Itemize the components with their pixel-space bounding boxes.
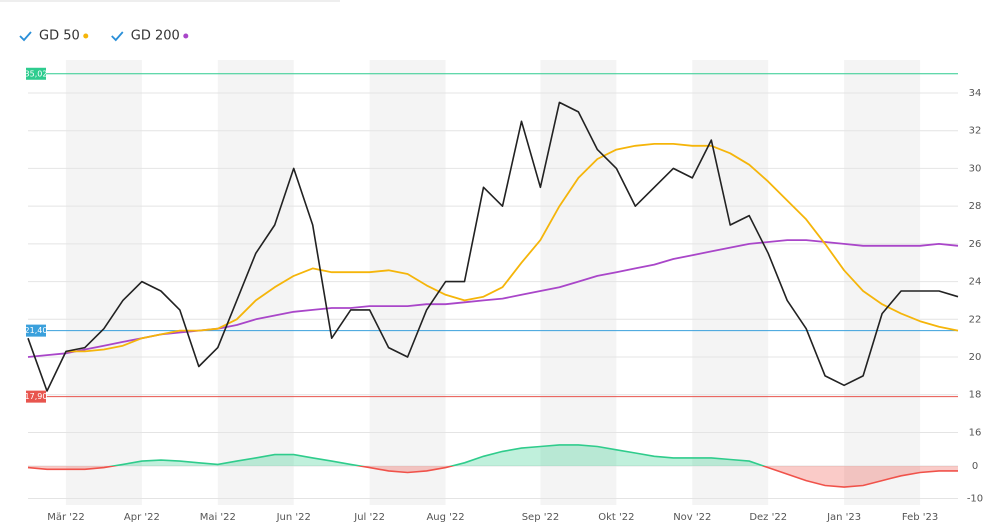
- legend-check: [19, 31, 32, 42]
- y-tick-label: 32: [969, 126, 982, 137]
- legend-dot: [183, 33, 189, 39]
- y-tick-label: 16: [969, 427, 982, 438]
- reference-label: 17,90: [25, 392, 48, 401]
- plot: Mär '22 Apr '22 Mai '22 Jun '22 Jul '22 Aug '…: [25, 67, 983, 523]
- x-tick-label: Mär '22: [47, 512, 85, 523]
- legend: GD 50 GD 200: [19, 29, 189, 44]
- month-band: [369, 60, 446, 505]
- x-tick-label: Jun '22: [276, 512, 311, 523]
- legend-label: GD 50: [39, 29, 80, 44]
- x-tick-label: Sep '22: [522, 512, 560, 523]
- x-tick-label: Apr '22: [124, 512, 160, 523]
- area-part: [28, 444, 958, 466]
- reference-label: 21,40: [25, 326, 48, 335]
- reference-label-box: [26, 67, 46, 80]
- y-tick-label: 30: [969, 163, 982, 174]
- month-bands: [65, 60, 921, 505]
- area-fill: [28, 444, 958, 466]
- y-tick-label: 20: [969, 352, 982, 363]
- y-tick-label: 34: [969, 88, 982, 99]
- x-tick-label: Aug '22: [426, 512, 464, 523]
- y-tick-label: -10: [967, 494, 983, 505]
- line-series: [66, 143, 959, 353]
- y-tick-label: 26: [969, 239, 982, 250]
- area-fill: [28, 466, 958, 488]
- reference-label: 35,02: [25, 69, 48, 78]
- x-tick-label: Okt '22: [598, 512, 634, 523]
- month-band: [692, 60, 769, 505]
- line-series: [27, 239, 959, 358]
- x-tick-label: Nov '22: [673, 512, 711, 523]
- x-tick-label: Feb '23: [902, 512, 938, 523]
- x-tick-label: Jan '23: [826, 512, 861, 523]
- month-band: [844, 60, 921, 505]
- y-tick-label: 18: [969, 390, 982, 401]
- y-tick-label: 22: [969, 314, 982, 325]
- month-band: [65, 60, 142, 505]
- legend-check: [111, 31, 124, 42]
- y-tick-label: 0: [972, 461, 978, 472]
- area-part: [27, 466, 958, 488]
- y-tick-label: 28: [969, 201, 982, 212]
- reference-label-box: [26, 390, 46, 403]
- area-line: [27, 466, 958, 488]
- area-line: [108, 444, 766, 466]
- legend-label: GD 200: [131, 29, 180, 44]
- x-tick-label: Mai '22: [200, 512, 236, 523]
- x-tick-label: Dez '22: [749, 512, 787, 523]
- legend-dot: [83, 33, 89, 39]
- x-tick-label: Jul '22: [353, 512, 385, 523]
- line-series: [27, 101, 959, 392]
- reference-label-box: [26, 324, 46, 337]
- y-tick-label: 24: [969, 277, 982, 288]
